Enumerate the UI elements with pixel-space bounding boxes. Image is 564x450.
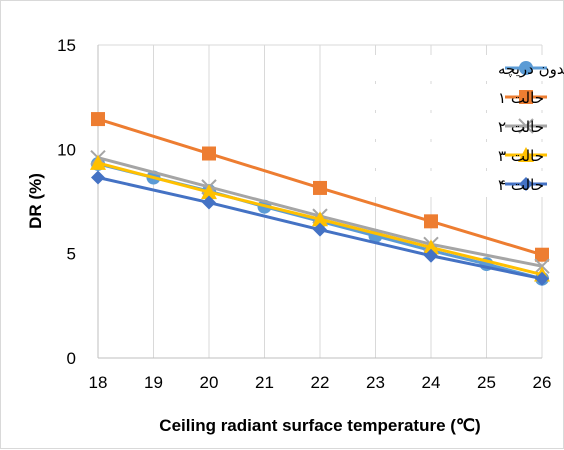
data-point-marker (424, 214, 438, 229)
x-axis-title: Ceiling radiant surface temperature (℃) (159, 416, 480, 435)
legend-marker (519, 61, 533, 75)
legend-marker (518, 118, 534, 134)
legend-item: حالت ۱ (361, 84, 557, 110)
x-tick-label: 22 (311, 373, 330, 392)
legend-item: حالت ۴ (361, 171, 557, 197)
y-tick-label: 5 (67, 245, 76, 264)
x-tick-label: 20 (200, 373, 219, 392)
x-tick-label: 18 (89, 373, 108, 392)
axes (97, 45, 542, 359)
data-point-marker (424, 248, 438, 263)
marker-x-stroke (518, 118, 534, 134)
y-tick-label: 15 (57, 36, 76, 55)
data-point-marker (313, 222, 327, 237)
legend-marker (518, 147, 534, 162)
legend-item: حالت ۲ (361, 113, 557, 139)
x-tick-label: 25 (477, 373, 496, 392)
data-point-marker (202, 195, 216, 210)
tick-labels: 0 5 10 15 18 19 20 21 22 23 24 25 26 (57, 36, 551, 392)
legend-label: بدون دریچه (498, 60, 564, 78)
legend-label: حالت ۱ (498, 89, 544, 107)
legend-label: حالت ۲ (498, 118, 544, 136)
data-point-marker (534, 258, 550, 274)
series-2 (91, 112, 549, 262)
data-point-marker (202, 146, 216, 161)
x-tick-label: 19 (144, 373, 163, 392)
data-point-marker (91, 170, 105, 185)
x-tick-label: 21 (255, 373, 274, 392)
data-point-marker (312, 211, 328, 227)
data-series (90, 112, 550, 286)
legend-label: حالت ۴ (498, 176, 544, 194)
legend-label: حالت ۳ (498, 147, 544, 165)
y-axis-title: DR (%) (26, 173, 45, 229)
data-point-marker (423, 239, 439, 255)
data-point-marker (313, 180, 327, 195)
series-5 (91, 170, 549, 286)
x-tick-label: 26 (533, 373, 552, 392)
x-tick-label: 23 (366, 373, 385, 392)
data-point-marker (535, 271, 549, 286)
data-point-marker (201, 184, 217, 200)
y-tick-label: 0 (67, 349, 76, 368)
data-point-marker (90, 154, 106, 170)
legend-marker (519, 177, 533, 191)
legend-item: حالت ۳ (361, 142, 557, 168)
x-tick-label: 24 (422, 373, 441, 392)
marker-x-stroke (534, 258, 550, 274)
legend-marker (519, 90, 533, 104)
data-point-marker (535, 247, 549, 262)
legend: بدون دریچه حالت ۱ حالت ۲ حالت ۳ حالت ۴ (361, 55, 564, 197)
legend-item: بدون دریچه (361, 55, 564, 81)
data-point-marker (91, 112, 105, 127)
y-tick-label: 10 (57, 140, 76, 159)
